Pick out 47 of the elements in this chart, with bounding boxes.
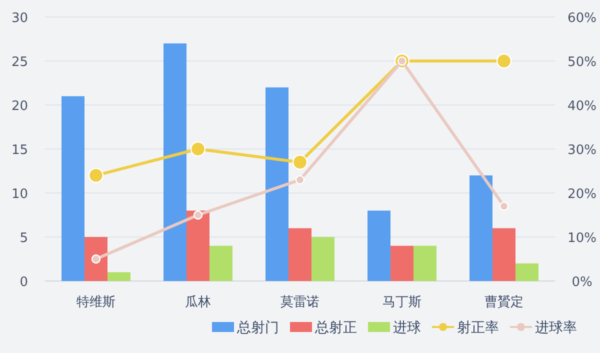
y2-tick-label: 40% [568,99,596,114]
y2-tick-label: 0% [572,275,592,290]
point [295,175,305,184]
legend-label: 进球率 [535,320,577,336]
x-tick-label: 莫雷诺 [280,295,320,310]
y-tick-label: 20 [11,99,28,114]
point [91,254,101,264]
x-tick-label: 特维斯 [76,295,116,310]
bar [288,228,312,281]
point [292,154,308,170]
y2-tick-label: 20% [568,187,596,202]
bar [84,237,108,281]
y-tick-label: 30 [11,11,28,26]
bar [492,228,516,281]
bar [516,263,538,281]
x-tick-label: 瓜林 [185,295,211,310]
x-tick-label: 马丁斯 [382,295,422,310]
legend-label: 射正率 [457,320,499,336]
y-tick-label: 10 [11,187,28,202]
y2-tick-label: 30% [568,143,596,158]
x-tick-label: 曹贇定 [484,295,524,310]
legend-label: 总射正 [314,320,357,336]
bar [390,246,414,281]
point [88,168,104,183]
bar [470,175,492,281]
y2-tick-label: 60% [568,11,596,26]
bar [164,43,186,281]
point [499,202,509,211]
point [496,53,512,69]
y-tick-label: 25 [11,55,28,70]
y-tick-label: 5 [20,231,28,246]
y-tick-label: 0 [20,275,28,290]
bar [108,272,130,281]
bar [186,210,210,281]
point [190,141,206,157]
bar [210,246,232,281]
legend-label: 总射门 [236,320,279,336]
y2-tick-label: 50% [568,55,596,70]
bar [62,96,84,281]
bar [368,210,390,281]
y-tick-label: 15 [11,143,28,158]
bar [266,87,288,281]
bar [312,237,334,281]
bar [414,246,436,281]
point [193,210,203,220]
legend-label: 进球 [393,320,421,336]
y2-tick-label: 10% [568,231,596,246]
